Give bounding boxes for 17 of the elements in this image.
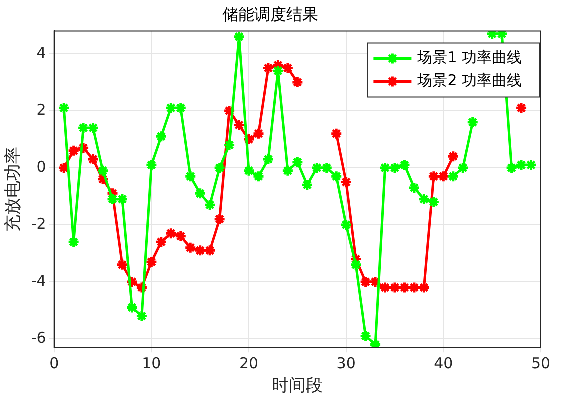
x-axis-title: 时间段 — [272, 376, 324, 396]
x-tick-label: 20 — [239, 354, 259, 372]
y-tick-label: 0 — [36, 158, 46, 176]
x-tick-label: 50 — [531, 354, 551, 372]
chart-title: 储能调度结果 — [222, 4, 318, 24]
legend-label: 场景1 功率曲线 — [416, 48, 522, 67]
y-axis-title: 充放电功率 — [4, 146, 24, 232]
y-tick-label: -4 — [31, 272, 46, 290]
legend-label: 场景2 功率曲线 — [416, 72, 522, 90]
x-tick-label: 10 — [142, 354, 162, 372]
y-tick-label: 4 — [36, 44, 46, 62]
x-tick-label: 30 — [336, 354, 356, 372]
y-tick-label: -6 — [31, 328, 46, 347]
y-tick-label: -2 — [31, 214, 46, 233]
y-tick-label: 2 — [36, 100, 46, 119]
x-tick-label: 0 — [50, 354, 60, 372]
x-tick-label: 40 — [434, 354, 454, 372]
